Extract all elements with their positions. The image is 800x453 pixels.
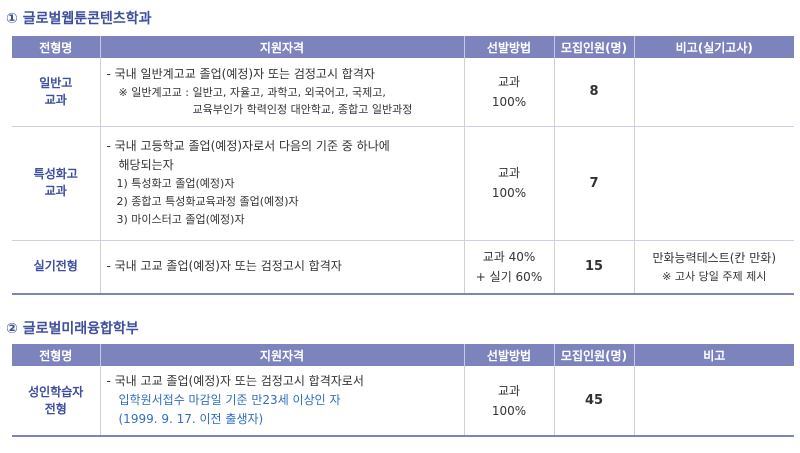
- qualification: - 국내 고교 졸업(예정)자 또는 검정고시 합격자로서 입학원서접수 마감일…: [100, 366, 465, 437]
- recruit-count: 45: [554, 366, 635, 437]
- section-2-title: ② 글로벌미래융합학부: [6, 321, 139, 337]
- table-row: 특성화고 교과 - 국내 고등학교 졸업(예정)자로서 다음의 기준 중 하나에…: [12, 126, 794, 241]
- qualification: - 국내 고교 졸업(예정)자 또는 검정고시 합격자: [100, 240, 465, 295]
- selection-method: 교과 100%: [464, 126, 555, 241]
- table-row: 일반고 교과 - 국내 일반계고교 졸업(예정)자 또는 검정고시 합격자 ※ …: [12, 58, 794, 127]
- recruit-count: 8: [554, 58, 635, 127]
- remark: [634, 366, 794, 437]
- remark: [634, 58, 794, 127]
- admission-type: 특성화고 교과: [12, 126, 101, 241]
- qualification: - 국내 고등학교 졸업(예정)자로서 다음의 기준 중 하나에 해당되는자 1…: [100, 126, 465, 241]
- table-header-row: 전형명 지원자격 선발방법 모집인원(명) 비고: [12, 344, 794, 366]
- table-row: 실기전형 - 국내 고교 졸업(예정)자 또는 검정고시 합격자 교과 40% …: [12, 240, 794, 295]
- column-header: 지원자격: [100, 36, 465, 58]
- selection-method: 교과 100%: [464, 58, 555, 127]
- section-1-title: ① 글로벌웹툰콘텐츠학과: [6, 11, 152, 27]
- column-header: 비고: [634, 344, 794, 366]
- recruit-count: 7: [554, 126, 635, 241]
- admission-type: 일반고 교과: [12, 58, 101, 127]
- highlight-text: 입학원서접수 마감일 기준 만23세 이상인 자: [118, 393, 341, 407]
- table-header-row: 전형명 지원자격 선발방법 모집인원(명) 비고(실기고사): [12, 36, 794, 58]
- column-header: 선발방법: [464, 344, 555, 366]
- admission-type: 실기전형: [12, 240, 101, 295]
- selection-method: 교과 100%: [464, 366, 555, 437]
- column-header: 모집인원(명): [554, 36, 635, 58]
- column-header: 모집인원(명): [554, 344, 635, 366]
- section-2-table: 전형명 지원자격 선발방법 모집인원(명) 비고 성인학습자 전형 - 국내 고…: [12, 344, 794, 437]
- highlight-text: (1999. 9. 17. 이전 출생자): [118, 412, 264, 426]
- remark: [634, 126, 794, 241]
- column-header: 전형명: [12, 344, 101, 366]
- remark: 만화능력테스트(칸 만화) ※ 고사 당일 주제 제시: [634, 240, 794, 295]
- section-1-table: 전형명 지원자격 선발방법 모집인원(명) 비고(실기고사) 일반고 교과 - …: [12, 36, 794, 295]
- column-header: 전형명: [12, 36, 101, 58]
- column-header: 비고(실기고사): [634, 36, 794, 58]
- column-header: 선발방법: [464, 36, 555, 58]
- column-header: 지원자격: [100, 344, 465, 366]
- selection-method: 교과 40% + 실기 60%: [464, 240, 555, 295]
- recruit-count: 15: [554, 240, 635, 295]
- admission-type: 성인학습자 전형: [12, 366, 101, 437]
- qualification: - 국내 일반계고교 졸업(예정)자 또는 검정고시 합격자 ※ 일반계고교 :…: [100, 58, 465, 127]
- table-row: 성인학습자 전형 - 국내 고교 졸업(예정)자 또는 검정고시 합격자로서 입…: [12, 366, 794, 437]
